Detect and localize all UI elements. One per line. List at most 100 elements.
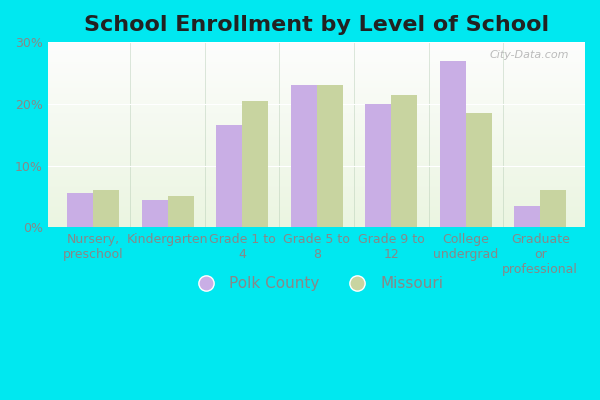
Bar (49, 136, 585, 138)
Bar (49, 124, 585, 126)
Bar (49, 85, 585, 86)
Bar (49, 48, 585, 50)
Bar (49, 102, 585, 103)
Bar (216, 126, 242, 227)
Bar (49, 152, 585, 153)
Bar (49, 160, 585, 161)
Bar (49, 207, 585, 208)
Bar (49, 60, 585, 61)
Bar (49, 100, 585, 101)
Bar (49, 178, 585, 179)
Bar (49, 86, 585, 88)
Bar (49, 61, 585, 62)
Bar (49, 145, 585, 146)
Bar (49, 128, 585, 129)
Bar (49, 221, 585, 222)
Bar (49, 106, 585, 107)
Bar (49, 118, 585, 119)
Bar (49, 94, 585, 95)
Bar (290, 85, 317, 227)
Bar (49, 190, 585, 191)
Bar (540, 190, 566, 227)
Bar (49, 122, 585, 123)
Bar (142, 200, 167, 227)
Bar (49, 51, 585, 52)
Bar (49, 224, 585, 226)
Bar (49, 200, 585, 201)
Bar (49, 195, 585, 196)
Bar (49, 135, 585, 136)
Bar (49, 111, 585, 112)
Bar (49, 201, 585, 202)
Bar (49, 169, 585, 170)
Bar (49, 162, 585, 163)
Bar (49, 211, 585, 212)
Legend: Polk County, Missouri: Polk County, Missouri (184, 270, 449, 298)
Bar (49, 53, 585, 54)
Bar (49, 189, 585, 190)
Bar (49, 52, 585, 53)
Bar (49, 126, 585, 127)
Bar (49, 96, 585, 97)
Bar (49, 138, 585, 139)
Bar (49, 202, 585, 203)
Bar (49, 222, 585, 223)
Bar (49, 204, 585, 205)
Bar (49, 163, 585, 164)
Bar (49, 109, 585, 110)
Bar (49, 119, 585, 120)
Bar (514, 206, 540, 227)
Bar (49, 131, 585, 132)
Bar (49, 213, 585, 214)
Bar (49, 91, 585, 92)
Bar (49, 157, 585, 158)
Bar (49, 218, 585, 219)
Bar (49, 188, 585, 189)
Bar (49, 72, 585, 73)
Bar (49, 194, 585, 195)
Bar (49, 105, 585, 106)
Bar (49, 154, 585, 155)
Bar (49, 76, 585, 77)
Bar (49, 148, 585, 150)
Bar (49, 42, 585, 43)
Bar (49, 184, 585, 185)
Bar (49, 219, 585, 220)
Bar (49, 77, 585, 78)
Bar (49, 97, 585, 98)
Bar (49, 47, 585, 48)
Bar (49, 68, 585, 69)
Bar (49, 191, 585, 192)
Bar (49, 43, 585, 44)
Bar (365, 104, 391, 227)
Bar (49, 44, 585, 45)
Bar (49, 140, 585, 141)
Bar (49, 203, 585, 204)
Bar (49, 209, 585, 210)
Text: City-Data.com: City-Data.com (490, 50, 569, 60)
Bar (49, 155, 585, 156)
Bar (49, 46, 585, 47)
Bar (49, 56, 585, 57)
Bar (440, 61, 466, 227)
Bar (49, 84, 585, 85)
Bar (49, 64, 585, 65)
Bar (49, 134, 585, 135)
Bar (49, 180, 585, 181)
Bar (49, 69, 585, 70)
Bar (49, 174, 585, 176)
Bar (49, 59, 585, 60)
Bar (49, 197, 585, 198)
Bar (49, 116, 585, 117)
Bar (49, 80, 585, 81)
Bar (49, 183, 585, 184)
Bar (49, 73, 585, 74)
Bar (49, 217, 585, 218)
Bar (49, 170, 585, 171)
Title: School Enrollment by Level of School: School Enrollment by Level of School (84, 15, 549, 35)
Bar (49, 208, 585, 209)
Bar (49, 166, 585, 167)
Bar (49, 50, 585, 51)
Bar (49, 156, 585, 157)
Bar (49, 70, 585, 71)
